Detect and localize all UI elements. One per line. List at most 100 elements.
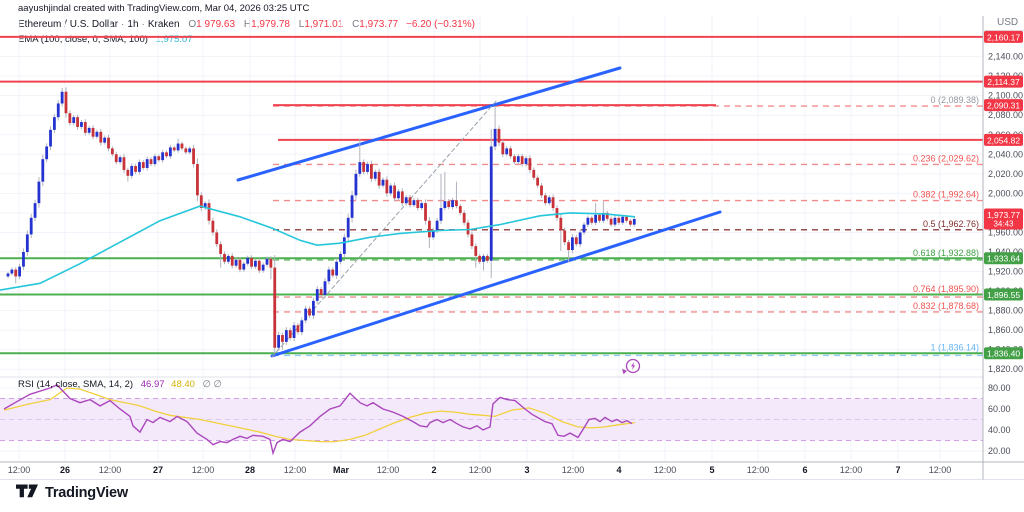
candle-body: [404, 197, 408, 204]
candle-body: [621, 216, 625, 223]
fib-level-label: 0 (2,089.38): [930, 95, 979, 105]
badge-countdown-label: 34:43: [993, 220, 1014, 229]
fib-level-label: 0.764 (1,895.90): [913, 284, 979, 294]
candle-body: [153, 156, 157, 165]
candle-body: [520, 156, 524, 165]
candle-body: [335, 261, 339, 276]
time-tick-label: 3: [524, 465, 529, 475]
candle-body: [532, 169, 536, 178]
rsi-line: [3, 384, 633, 456]
candle-body: [223, 253, 226, 262]
badge-price-label: 2,114.37: [987, 77, 1020, 87]
candle-body: [83, 122, 87, 133]
fib-retracement[interactable]: 0 (2,089.38) 0.236 (2,029.62) 0.382 (1,992…: [273, 95, 983, 357]
candle-body: [470, 234, 474, 247]
candle-body: [451, 200, 454, 208]
candle-body: [107, 137, 110, 149]
candle-body: [226, 255, 230, 262]
candle-body: [466, 222, 470, 235]
rsi-empty-values: ∅ ∅: [202, 379, 222, 390]
candle-body: [385, 179, 389, 194]
symbol-legend[interactable]: Ethereum / U.S. Dollar · 1h · Kraken O1,979.…: [18, 19, 475, 30]
rsi-legend[interactable]: RSI (14, close, SMA, 14, 2) 46.97 48.40 …: [18, 379, 222, 390]
time-tick-label: 12:00: [929, 465, 952, 475]
candle-body: [408, 197, 412, 206]
price-tick-label: 1,860.00: [988, 325, 1023, 335]
candle-body: [110, 148, 114, 155]
price-tick-label: 1,960.00: [988, 227, 1023, 237]
candle-body: [416, 200, 420, 209]
candle-body: [114, 154, 118, 163]
candle-body: [134, 166, 137, 172]
candle-body: [571, 237, 574, 251]
price-tick-label: 1,880.00: [988, 306, 1023, 316]
fib-level-label: 1 (1,836.14): [930, 342, 979, 352]
candle-body: [68, 113, 72, 124]
tradingview-logo-text: TradingView: [45, 485, 128, 501]
badge-price-label: 1,933.64: [987, 254, 1020, 264]
candle-body: [605, 212, 609, 219]
badge-price-label: 2,054.82: [987, 135, 1020, 145]
candle-body: [199, 195, 203, 209]
candle-body: [567, 242, 570, 251]
currency-label: USD: [997, 17, 1018, 28]
candle-body: [497, 128, 501, 143]
candle-body: [354, 173, 358, 196]
badge-price-label: 2,160.17: [987, 32, 1020, 42]
candle-body: [427, 220, 431, 238]
symbol-name: Ethereum / U.S. Dollar: [18, 19, 119, 30]
candle-body: [257, 260, 261, 271]
candle-body: [462, 212, 466, 223]
candle-body: [373, 171, 377, 179]
candle-body: [49, 129, 52, 147]
candle-body: [14, 269, 18, 277]
ema-line: [0, 205, 636, 291]
candle-body: [420, 203, 424, 209]
candle-body: [157, 156, 161, 161]
price-level-badge: [984, 252, 1023, 265]
ema-legend[interactable]: EMA (100, close, 0, SMA, 100) 1,975.07: [18, 34, 193, 45]
candle-body: [586, 217, 590, 225]
candle-body: [609, 218, 613, 225]
candle-body: [99, 131, 103, 143]
candle-body: [300, 320, 304, 333]
candle-body: [555, 208, 559, 218]
candle-body: [184, 148, 188, 153]
time-tick-label: 28: [245, 465, 255, 475]
candle-body: [358, 162, 362, 174]
candle-body: [145, 159, 149, 168]
candle-body: [242, 263, 246, 270]
ema-value: 1,975.07: [155, 34, 193, 45]
tradingview-logo[interactable]: TradingView: [16, 484, 128, 502]
candle-body: [493, 128, 497, 147]
candle-body: [246, 257, 250, 264]
candle-body: [629, 220, 632, 225]
candle-body: [400, 191, 404, 204]
price-level-badge: [984, 288, 1023, 301]
candle-body: [439, 208, 443, 221]
candle-body: [37, 181, 41, 204]
icon-bolt: [631, 362, 636, 370]
candle-body: [458, 206, 462, 213]
candle-body: [501, 142, 505, 155]
candle-body: [161, 152, 165, 161]
candle-body: [192, 148, 195, 165]
candle-body: [215, 232, 219, 245]
candle-body: [22, 251, 25, 267]
fib-level-label: 0.382 (1,992.64): [913, 190, 979, 200]
time-axis[interactable]: 12:00 26 12:00 27 12:00 28 12:00 Mar 12:00 2 12:00…: [8, 465, 952, 475]
candle-body: [327, 269, 331, 282]
candle-body: [130, 166, 134, 176]
rsi-ma-value: 48.40: [171, 379, 195, 390]
lightning-cursor-icon[interactable]: [622, 358, 641, 375]
candle-body: [118, 157, 122, 163]
price-level-badge: [984, 30, 1023, 43]
price-level-badge: [984, 75, 1023, 88]
candle-body: [474, 246, 478, 256]
candle-body: [505, 148, 509, 155]
watermark-attribution: aayushjindal created with TradingView.co…: [18, 3, 310, 14]
interval-label: 1h: [127, 19, 139, 30]
candle-body: [485, 255, 489, 261]
fib-level-label: 0.5 (1,962.76): [923, 219, 979, 229]
